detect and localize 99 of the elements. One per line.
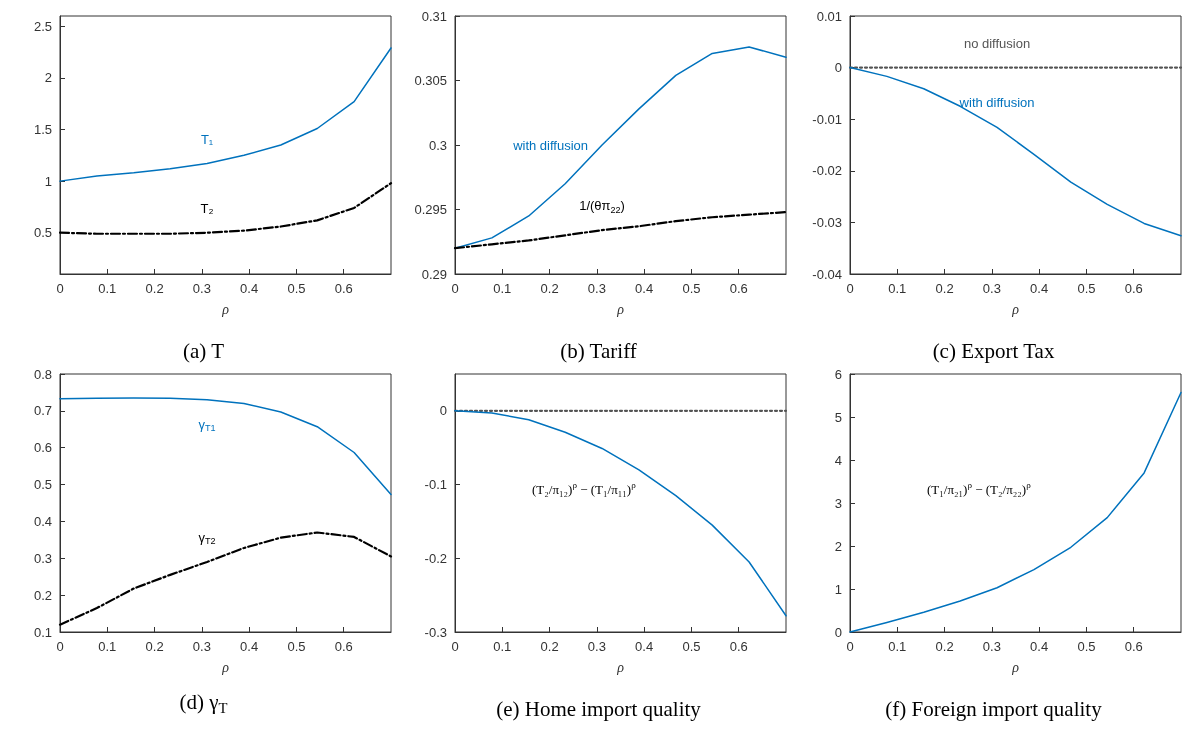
y-tick-label: -0.03 — [812, 214, 842, 230]
y-tick-label: 2.5 — [33, 18, 52, 34]
x-tick-label: 0.2 — [145, 281, 164, 296]
x-tick-label: 0.5 — [682, 281, 701, 296]
y-tick-label: 5 — [834, 409, 842, 425]
x-tick-label: 0.4 — [635, 639, 654, 654]
y-tick-label: 0.2 — [33, 587, 52, 603]
text: (b) Tariff — [560, 338, 637, 363]
y-tick-label: 6 — [834, 366, 842, 382]
x-tick-label: 0.6 — [334, 639, 353, 654]
y-tick-label: 2 — [834, 538, 842, 554]
x-tick-label: 0.3 — [192, 639, 211, 654]
line-series — [58, 531, 393, 626]
line-series — [59, 397, 392, 496]
x-tick-label: 0.5 — [287, 281, 306, 296]
x-axis-title: ρ — [221, 301, 230, 317]
line-series — [454, 410, 787, 617]
x-tick-label: 0.4 — [240, 281, 259, 296]
y-tick-label: 0.5 — [33, 477, 52, 493]
x-tick-label: 0.6 — [1124, 281, 1143, 296]
y-tick-label: 0.1 — [33, 624, 52, 640]
series-label: with diffusion — [958, 95, 1035, 111]
x-axis-title: ρ — [616, 301, 625, 317]
y-tick-label: 2 — [44, 70, 52, 86]
y-tick-label: 0.31 — [421, 8, 447, 24]
x-tick-label: 0.6 — [334, 281, 353, 296]
text: (f) Foreign import quality — [885, 696, 1103, 721]
y-tick-label: -0.2 — [424, 550, 447, 566]
series-label: with diffusion — [512, 137, 589, 153]
y-tick-label: 0.3 — [428, 137, 447, 153]
x-tick-label: 0.1 — [493, 639, 512, 654]
x-tick-label: 0.3 — [982, 281, 1001, 296]
x-tick-label: 0 — [56, 639, 64, 654]
x-tick-label: 0.1 — [888, 281, 907, 296]
x-tick-label: 0.4 — [1030, 281, 1049, 296]
y-tick-label: 1.5 — [33, 122, 52, 138]
series-label: T₁ — [200, 131, 214, 147]
x-tick-label: 0 — [451, 639, 459, 654]
x-tick-label: 0.4 — [240, 639, 259, 654]
y-tick-label: 3 — [834, 495, 842, 511]
x-tick-label: 0.3 — [587, 639, 606, 654]
y-tick-label: 1 — [44, 173, 52, 189]
x-tick-label: 0.3 — [192, 281, 211, 296]
y-tick-label: -0.3 — [424, 624, 447, 640]
y-tick-label: 0.305 — [414, 73, 447, 88]
y-tick-label: 0.7 — [33, 403, 52, 419]
x-tick-label: 0.2 — [935, 639, 954, 654]
y-tick-label: -0.01 — [812, 111, 842, 127]
y-tick-label: -0.02 — [812, 163, 842, 179]
y-tick-label: 0 — [834, 624, 842, 640]
x-axis-title: ρ — [221, 659, 230, 675]
y-tick-label: 0.4 — [33, 513, 52, 529]
x-tick-label: 0 — [56, 281, 64, 296]
line-series — [58, 182, 393, 235]
x-tick-label: 0.1 — [98, 281, 117, 296]
y-tick-label: -0.04 — [812, 266, 842, 282]
y-tick-label: 1 — [834, 581, 842, 597]
series-label: T₂ — [200, 200, 214, 216]
x-tick-label: 0.1 — [493, 281, 512, 296]
y-tick-label: 0.5 — [33, 225, 52, 241]
x-tick-label: 0.3 — [982, 639, 1001, 654]
x-tick-label: 0.5 — [1077, 639, 1096, 654]
x-tick-label: 0.3 — [587, 281, 606, 296]
series-label: no diffusion — [963, 35, 1031, 51]
y-tick-label: 0.01 — [816, 8, 842, 24]
x-tick-label: 0.6 — [729, 281, 748, 296]
x-tick-label: 0 — [846, 639, 854, 654]
x-tick-label: 0.1 — [888, 639, 907, 654]
x-tick-label: 0 — [846, 281, 854, 296]
y-tick-label: 0.295 — [414, 202, 447, 217]
y-tick-label: 0 — [834, 60, 842, 76]
y-tick-label: -0.1 — [424, 477, 447, 493]
y-tick-label: 0 — [439, 403, 447, 419]
line-series — [59, 47, 392, 182]
x-tick-label: 0.1 — [98, 639, 117, 654]
y-tick-label: 0.6 — [33, 440, 52, 456]
x-tick-label: 0.5 — [682, 639, 701, 654]
x-axis-title: ρ — [1011, 659, 1020, 675]
x-tick-label: 0.2 — [145, 639, 164, 654]
y-tick-label: 0.8 — [33, 366, 52, 382]
x-tick-label: 0.6 — [729, 639, 748, 654]
text: (c) Export Tax — [932, 338, 1055, 363]
line-series — [849, 66, 1182, 237]
x-tick-label: 0.4 — [1030, 639, 1049, 654]
x-axis-title: ρ — [616, 659, 625, 675]
x-tick-label: 0.6 — [1124, 639, 1143, 654]
x-tick-label: 0.2 — [540, 281, 559, 296]
x-axis-title: ρ — [1011, 301, 1020, 317]
text: (a) T — [182, 338, 225, 363]
y-tick-label: 0.29 — [421, 266, 447, 282]
x-tick-label: 0.2 — [540, 639, 559, 654]
text: (e) Home import quality — [496, 696, 702, 721]
y-tick-label: 4 — [834, 452, 842, 468]
y-tick-label: 0.3 — [33, 550, 52, 566]
x-tick-label: 0.4 — [635, 281, 654, 296]
x-tick-label: 0.2 — [935, 281, 954, 296]
x-tick-label: 0 — [451, 281, 459, 296]
x-tick-label: 0.5 — [287, 639, 306, 654]
x-tick-label: 0.5 — [1077, 281, 1096, 296]
